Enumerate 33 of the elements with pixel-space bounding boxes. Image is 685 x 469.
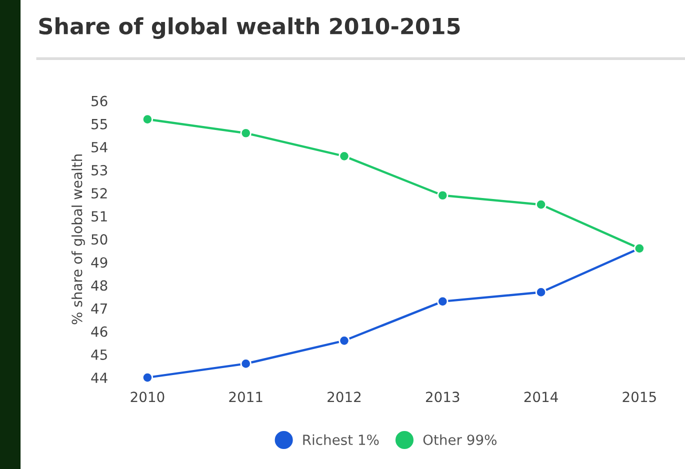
- y-tick-label: 55: [92, 119, 107, 130]
- y-tick-label: 54: [92, 142, 108, 152]
- point: [338, 335, 350, 346]
- x-tick-label: 2010: [130, 392, 164, 402]
- legend-label: Other 99%: [423, 434, 497, 446]
- x-tick-label: 2015: [622, 392, 656, 402]
- y-tick-label: 46: [91, 326, 108, 337]
- point: [142, 114, 154, 125]
- point: [437, 296, 448, 308]
- chart-title: Share of global wealth 2010-2015: [39, 17, 460, 39]
- point: [240, 358, 252, 370]
- y-tick-label: 48: [91, 280, 108, 291]
- point: [535, 286, 547, 298]
- y-tick-label: 47: [91, 304, 107, 314]
- y-tick-label: 49: [91, 257, 108, 268]
- point: [338, 150, 350, 162]
- y-tick-label: 52: [92, 188, 107, 199]
- point: [240, 128, 252, 139]
- x-tick-label: 2012: [328, 392, 361, 402]
- x-tick-label: 2013: [426, 392, 460, 402]
- y-axis-title: % share of global wealth: [71, 154, 85, 324]
- x-tick-label: 2011: [229, 392, 262, 402]
- y-tick-label: 45: [91, 350, 107, 360]
- y-tick-label: 51: [92, 211, 107, 222]
- y-tick-label: 50: [92, 234, 108, 245]
- y-tick-label: 53: [92, 164, 108, 176]
- point: [437, 190, 448, 201]
- point: [142, 372, 154, 384]
- y-tick-label: 44: [91, 372, 108, 383]
- y-tick-label: 56: [92, 96, 108, 106]
- point: [535, 199, 547, 210]
- x-tick-label: 2014: [524, 392, 558, 402]
- legend-label: Richest 1%: [303, 434, 379, 446]
